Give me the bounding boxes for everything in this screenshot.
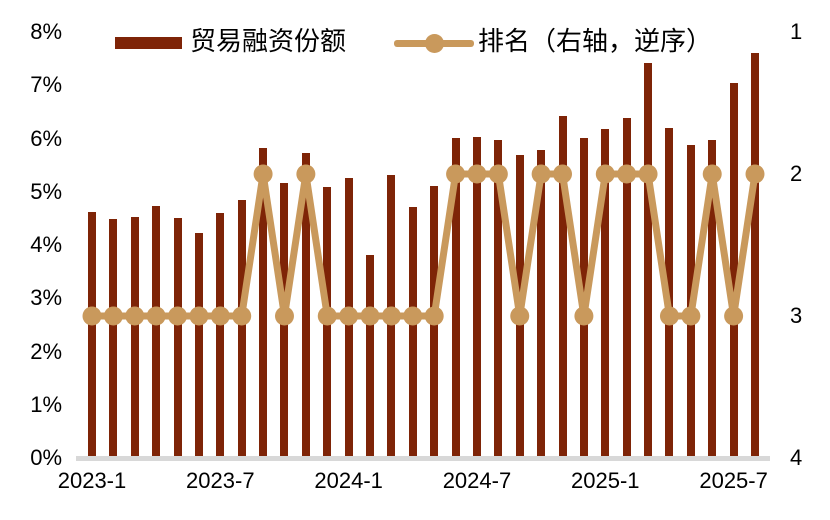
bar-2024-10	[537, 150, 546, 458]
x-axis-tick: 2025-7	[699, 468, 768, 493]
bar-2025-7	[729, 83, 738, 458]
bar-2023-10	[280, 183, 289, 458]
bar-2024-8	[494, 140, 503, 458]
bar-2023-11	[301, 152, 310, 458]
bar-2023-4	[152, 206, 161, 458]
bar-2024-3	[387, 175, 396, 458]
bar-2024-9	[515, 155, 524, 458]
line-series-legend-label: 排名（右轴，逆序）	[478, 26, 713, 56]
left-axis-tick: 6%	[30, 125, 62, 151]
x-axis-baseline	[76, 456, 770, 461]
bar-2024-1	[344, 177, 353, 458]
bar-2023-12	[323, 186, 332, 458]
right-axis-tick: 3	[790, 303, 803, 328]
x-axis-tick: 2023-1	[57, 468, 127, 493]
right-axis-tick: 4	[790, 445, 803, 470]
left-axis-tick: 4%	[30, 232, 62, 257]
bar-2023-6	[194, 233, 203, 458]
right-axis-tick: 2	[790, 161, 803, 186]
left-axis-tick: 2%	[30, 338, 62, 364]
bar-2025-5	[686, 145, 695, 458]
bar-2025-1	[601, 128, 610, 458]
bar-2023-2	[109, 218, 118, 458]
left-axis-tick: 0%	[30, 445, 62, 470]
left-axis-tick: 7%	[30, 72, 62, 98]
bar-2024-11	[558, 115, 567, 458]
left-axis-tick: 5%	[30, 178, 62, 204]
bar-2024-4	[408, 207, 417, 458]
bar-2023-1	[88, 211, 96, 458]
bar-2024-6	[451, 137, 460, 458]
left-axis-tick: 3%	[30, 285, 62, 311]
rank-line	[92, 170, 759, 320]
bar-2025-3	[644, 62, 653, 458]
bar-2023-9	[259, 148, 268, 458]
bar-2025-4	[665, 127, 674, 458]
bar-2023-5	[173, 217, 182, 458]
x-axis-tick: 2023-7	[186, 468, 255, 493]
line-swatch-marker	[425, 34, 444, 53]
bar-2025-8	[751, 52, 759, 458]
bar-2024-5	[430, 186, 439, 458]
bar-2023-7	[216, 213, 225, 458]
x-axis-tick: 2025-1	[571, 468, 640, 493]
bar-2024-7	[472, 136, 481, 458]
x-axis-tick: 2024-1	[314, 468, 383, 493]
x-axis-tick: 2024-7	[442, 468, 512, 493]
right-axis-tick: 1	[790, 19, 803, 44]
bar-series-legend-label: 贸易融资份额	[190, 26, 347, 56]
bar-2025-6	[708, 140, 717, 458]
bar-series-legend-swatch	[115, 37, 182, 49]
bar-2023-8	[237, 200, 246, 458]
bar-2024-2	[366, 255, 375, 458]
bar-2025-2	[622, 118, 631, 458]
bar-2024-12	[579, 137, 588, 458]
bar-2023-3	[130, 217, 139, 458]
left-axis-tick: 8%	[30, 19, 62, 44]
left-axis-tick: 1%	[30, 391, 62, 417]
line-series-legend-swatch	[394, 31, 474, 55]
